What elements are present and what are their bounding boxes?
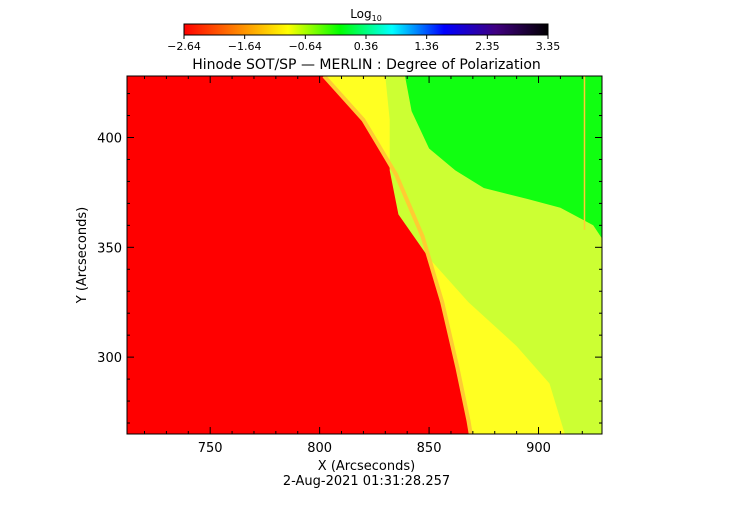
colorbar-tick-label: −2.64 bbox=[167, 40, 201, 53]
colorbar bbox=[183, 23, 549, 36]
colorbar-tick-label: −0.64 bbox=[288, 40, 322, 53]
x-tick-label: 750 bbox=[198, 441, 223, 456]
x-tick-label: 800 bbox=[307, 441, 332, 456]
limb-line bbox=[322, 76, 473, 434]
y-axis: 300 350 400 bbox=[97, 93, 602, 424]
y-tick-label: 300 bbox=[97, 351, 122, 366]
colorbar-tick-label: 1.36 bbox=[414, 40, 439, 53]
heatmap-region-green bbox=[405, 76, 602, 239]
x-tick-label: 900 bbox=[526, 441, 551, 456]
x-tick-label: 850 bbox=[417, 441, 442, 456]
colorbar-ticks: −2.64 −1.64 −0.64 0.36 1.36 2.35 3.35 bbox=[167, 35, 560, 53]
colorbar-tick-label: −1.64 bbox=[228, 40, 262, 53]
colorbar-tick-label: 3.35 bbox=[536, 40, 561, 53]
y-tick-label: 350 bbox=[97, 241, 122, 256]
chart-title: Hinode SOT/SP — MERLIN : Degree of Polar… bbox=[192, 57, 541, 73]
x-axis: 750 800 850 900 bbox=[144, 76, 583, 456]
y-axis-label: Y (Arcseconds) bbox=[75, 207, 90, 304]
y-tick-label: 400 bbox=[97, 131, 122, 146]
colorbar-tick-label: 0.36 bbox=[354, 40, 379, 53]
heatmap-image bbox=[127, 76, 602, 434]
x-axis-label: X (Arcseconds) bbox=[318, 459, 415, 474]
timestamp: 2-Aug-2021 01:31:28.257 bbox=[283, 474, 450, 489]
colorbar-tick-label: 2.35 bbox=[475, 40, 500, 53]
colorbar-label: Log10 bbox=[350, 7, 382, 23]
plot-frame bbox=[126, 75, 603, 435]
